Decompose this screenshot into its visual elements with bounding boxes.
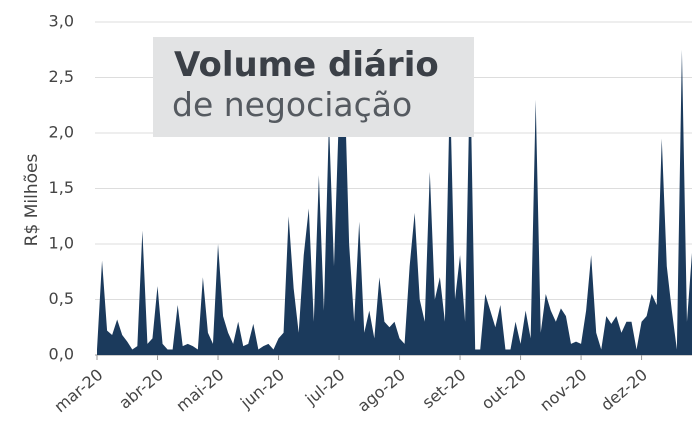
x-tick-label: dez-20 (597, 365, 651, 415)
chart-subtitle: de negociação (172, 85, 412, 124)
x-tick-label: set-20 (419, 365, 470, 412)
chart-title: Volume diário (174, 45, 439, 85)
title-box (153, 37, 474, 137)
y-tick-label: 1,5 (49, 178, 74, 197)
y-tick-label: 0,0 (49, 345, 74, 364)
x-tick-label: mar-20 (51, 365, 107, 416)
y-tick-label: 0,5 (49, 289, 74, 308)
x-tick-label: abr-20 (115, 365, 167, 413)
area (97, 49, 692, 355)
y-tick-label: 1,0 (49, 234, 74, 253)
x-tick-label: out-20 (478, 365, 530, 413)
y-tick-label: 3,0 (49, 12, 74, 31)
y-axis-label: R$ Milhões (22, 154, 42, 247)
x-tick-label: jun-20 (236, 365, 288, 413)
x-tick-label: jul-20 (301, 365, 349, 409)
x-tick-label: mai-20 (172, 365, 227, 416)
x-tick-label: ago-20 (354, 365, 409, 416)
x-tick-label: nov-20 (536, 365, 590, 415)
plot (97, 49, 692, 355)
y-tick-label: 2,5 (49, 67, 74, 86)
y-tick-label: 2,0 (49, 123, 74, 142)
